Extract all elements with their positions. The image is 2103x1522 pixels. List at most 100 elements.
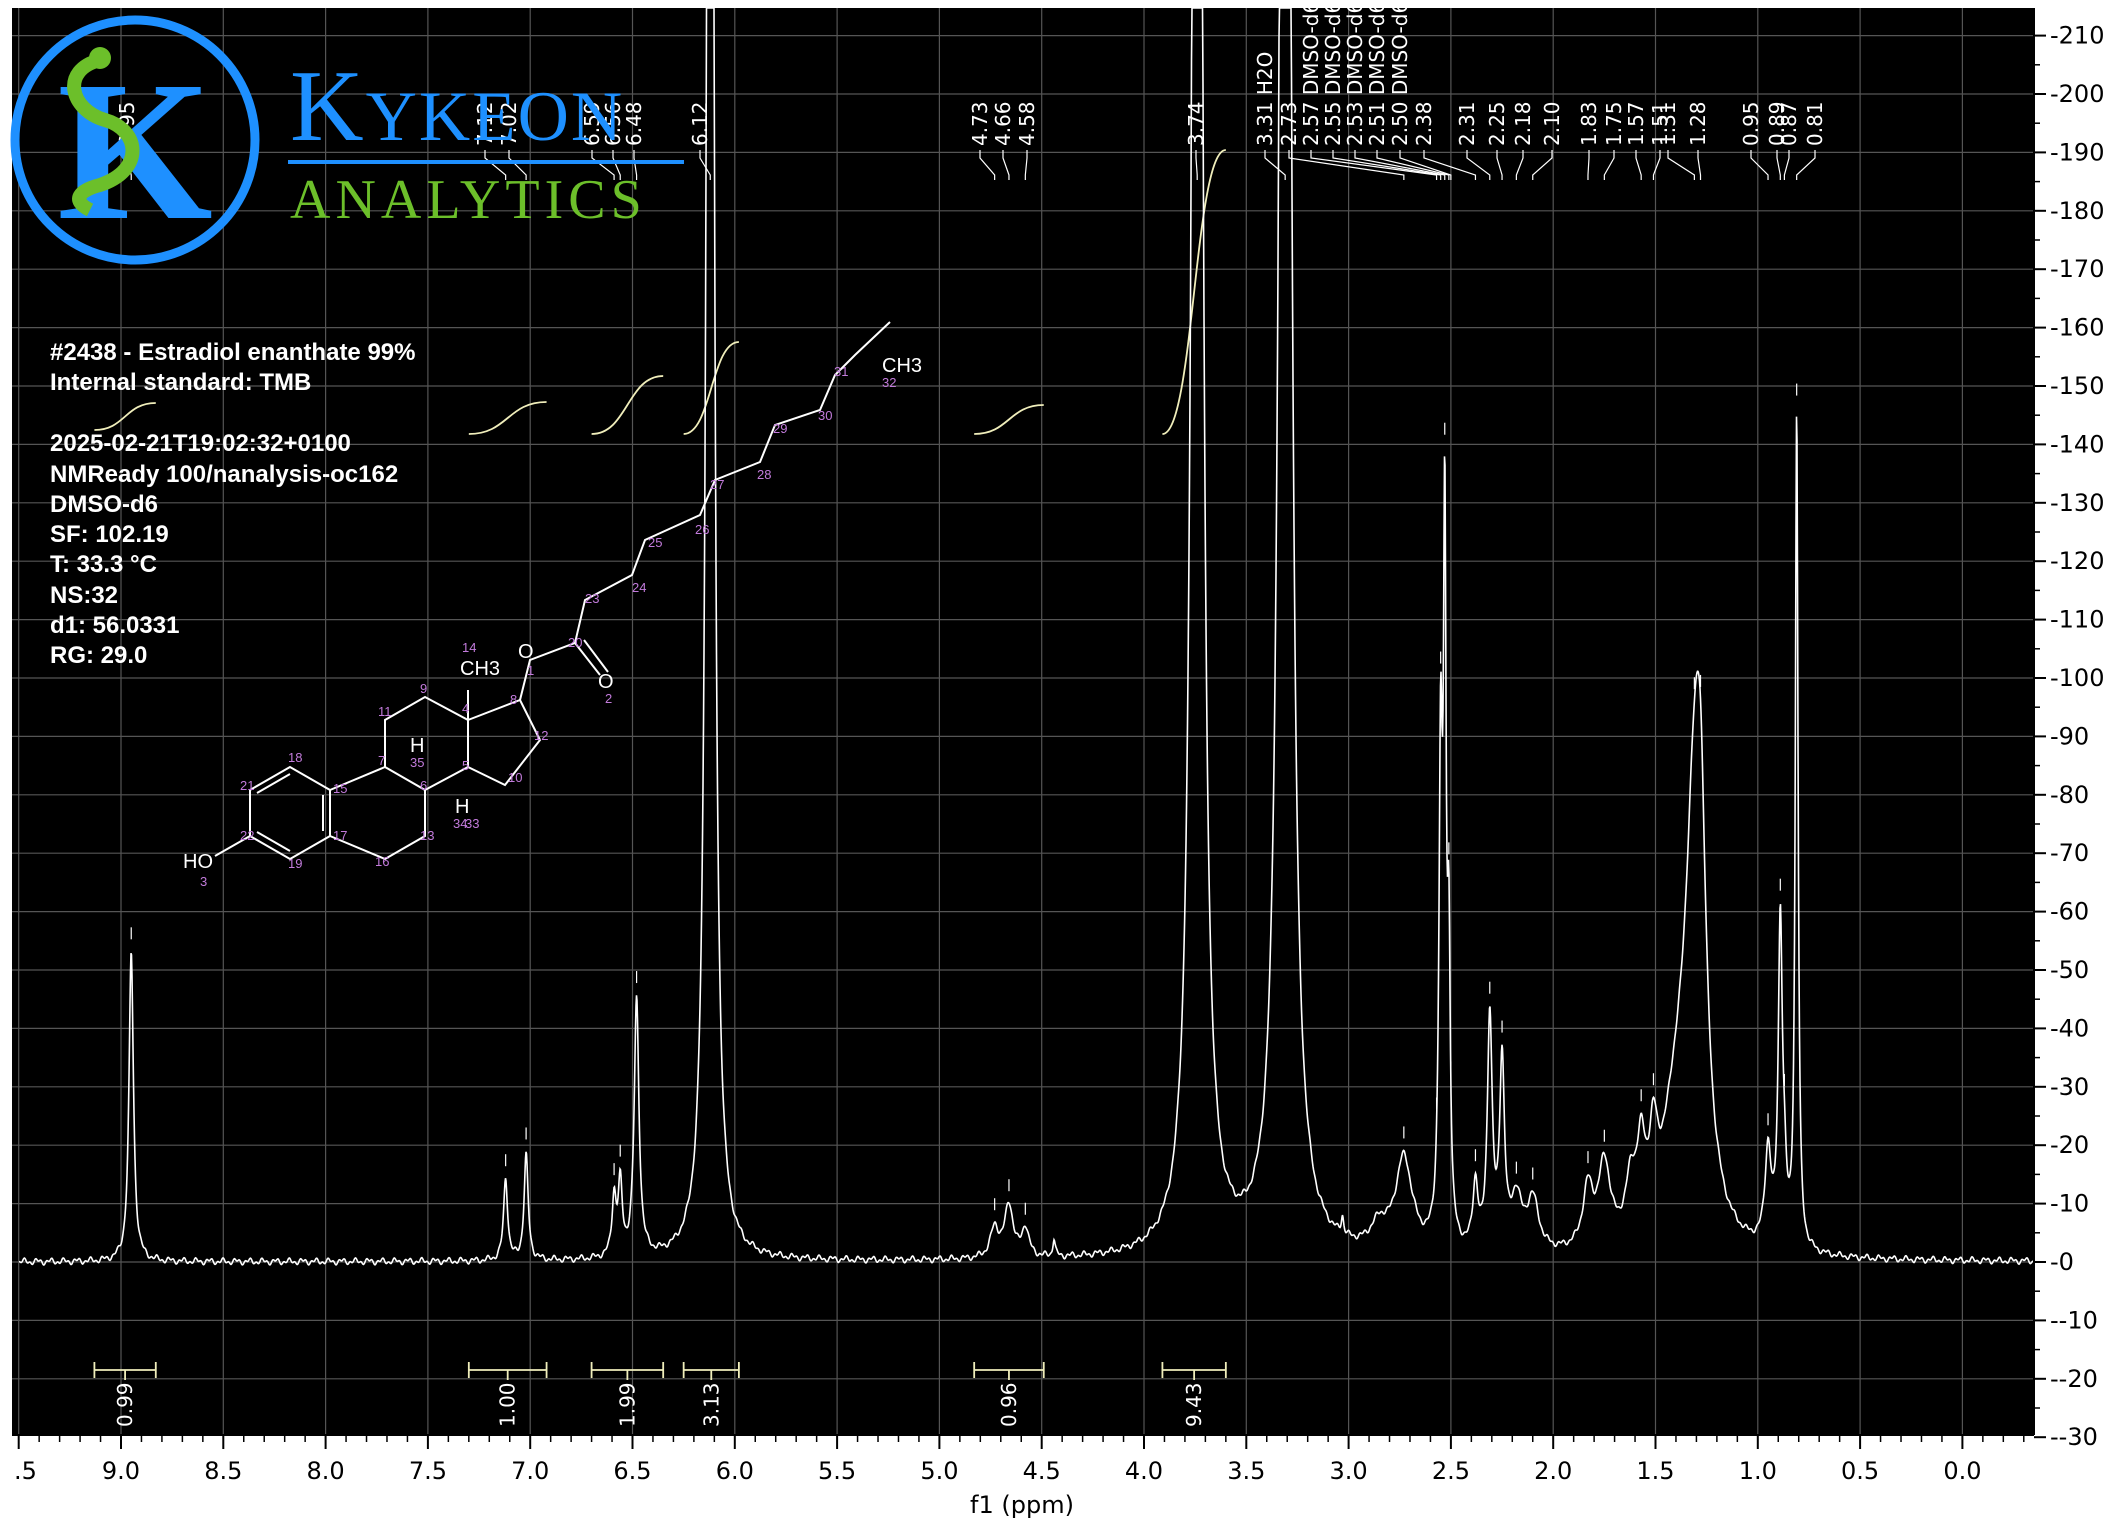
peak-label: 6.56 xyxy=(601,101,625,146)
y-tick-label: -130 xyxy=(2050,489,2103,517)
peak-label: 1.83 xyxy=(1577,101,1601,146)
receiver-gain: RG: 29.0 xyxy=(50,642,147,669)
x-tick-label: 0.5 xyxy=(1841,1457,1879,1485)
brand-bottom: Analytics xyxy=(290,169,647,231)
peak-label: 2.73 xyxy=(1277,101,1301,146)
peak-label-connector xyxy=(1310,150,1438,180)
atom-number: 21 xyxy=(240,778,254,793)
peak-label: 0.81 xyxy=(1803,101,1827,146)
peak-label: 6.12 xyxy=(688,101,712,146)
atom-number: 34 xyxy=(453,816,467,831)
atom-number: 30 xyxy=(818,408,832,423)
peak-label-connector xyxy=(1466,150,1491,180)
sample-info: #2438 - Estradiol enanthate 99% Internal… xyxy=(50,339,415,669)
peak-label-connector xyxy=(699,150,711,180)
y-tick-label: -170 xyxy=(2050,255,2103,283)
peak-label-connector xyxy=(1532,150,1553,180)
x-tick-label: 4.5 xyxy=(1023,1457,1061,1485)
temperature: T: 33.3 °C xyxy=(50,551,157,578)
peak-label-connector xyxy=(1195,150,1198,180)
y-tick-label: --20 xyxy=(2050,1365,2098,1393)
brand-top: Kykeon xyxy=(290,50,624,163)
integral-curve xyxy=(974,404,1044,435)
integral-curve xyxy=(683,341,740,435)
atom-h1: H xyxy=(410,735,424,757)
x-tick-label: 4.0 xyxy=(1125,1457,1163,1485)
molecule-labels: O O HO H H CH3 CH3 1 2 3 4 5 6 7 8 9 10 … xyxy=(183,355,922,889)
peak-label-connector xyxy=(1264,150,1286,180)
atom-ho: HO xyxy=(183,851,213,873)
x-tick-label: 7.0 xyxy=(511,1457,549,1485)
y-tick-label: -140 xyxy=(2050,430,2103,458)
plot-area xyxy=(12,8,2034,1435)
peak-label: 0.87 xyxy=(1777,101,1801,146)
peak-label: 1.57 xyxy=(1624,101,1648,146)
spectrometer-frequency: SF: 102.19 xyxy=(50,521,169,548)
atom-h2: H xyxy=(455,796,469,818)
x-tick-label: 8.5 xyxy=(204,1457,242,1485)
peak-label-connector xyxy=(1776,150,1781,180)
relaxation-delay: d1: 56.0331 xyxy=(50,612,179,639)
atom-number: 18 xyxy=(288,750,302,765)
acquisition-datetime: 2025-02-21T19:02:32+0100 xyxy=(50,430,351,457)
integral-value: 0.99 xyxy=(113,1382,137,1427)
peak-label-connector xyxy=(979,150,996,180)
integral-value: 1.00 xyxy=(496,1382,520,1427)
y-tick-label: -160 xyxy=(2050,314,2103,342)
integral-curve xyxy=(1162,149,1227,435)
ring-b xyxy=(329,765,426,861)
peak-label: 4.73 xyxy=(968,101,992,146)
snake-head-icon xyxy=(89,47,111,69)
atom-number: 4 xyxy=(462,701,469,716)
peak-label-connector xyxy=(1024,150,1028,180)
internal-standard: Internal standard: TMB xyxy=(50,369,311,396)
x-tick-label: 6.0 xyxy=(716,1457,754,1485)
peak-label: 7.02 xyxy=(497,101,521,146)
y-tick-label: --10 xyxy=(2050,1306,2098,1334)
y-tick-label: -120 xyxy=(2050,547,2103,575)
y-tick-label: -150 xyxy=(2050,372,2103,400)
integral-value: 1.99 xyxy=(615,1382,639,1427)
atom-number: 20 xyxy=(568,635,582,650)
peak-label: 2.31 xyxy=(1455,101,1479,146)
logo-ring xyxy=(10,15,260,265)
peak-label: 2.18 xyxy=(1511,101,1535,146)
y-tick-label: -10 xyxy=(2050,1190,2089,1218)
y-tick-label: -200 xyxy=(2050,80,2103,108)
x-tick-label: 2.0 xyxy=(1534,1457,1572,1485)
peak-label: 1.75 xyxy=(1602,101,1626,146)
x-tick-label: 3.5 xyxy=(1227,1457,1265,1485)
y-axis-ticks: -210 -200 -190 -180 -170 -160 -150 -140 -130 -120… xyxy=(2034,22,2103,1451)
atom-o2: O xyxy=(598,671,614,693)
peak-label: 0.89 xyxy=(1765,101,1789,146)
peak-label-connector xyxy=(1399,150,1452,180)
integral-brackets: 0.99 1.00 1.99 3.13 0.96 9.43 xyxy=(93,1362,1227,1427)
atom-number: 2 xyxy=(605,691,612,706)
peak-label: 2.57 DMSO-d6 xyxy=(1299,1,1323,146)
integral-curves xyxy=(94,149,1227,435)
peak-label: 1.28 xyxy=(1686,101,1710,146)
y-tick-label: -20 xyxy=(2050,1131,2089,1159)
atom-ch3-ring: CH3 xyxy=(460,658,500,680)
peak-markers xyxy=(130,383,1798,1215)
atom-number: 31 xyxy=(834,364,848,379)
peak-label-connector xyxy=(633,150,638,180)
peak-label-connector xyxy=(1603,150,1615,180)
atom-number: 13 xyxy=(420,828,434,843)
x-tick-label: 1.5 xyxy=(1636,1457,1674,1485)
peak-label: 2.51 DMSO-d6 xyxy=(1365,1,1389,146)
peak-label-connector xyxy=(591,150,615,180)
atom-number: 22 xyxy=(240,828,254,843)
y-tick-label: -70 xyxy=(2050,839,2089,867)
atom-number: 17 xyxy=(333,828,347,843)
x-tick-label: 1.0 xyxy=(1739,1457,1777,1485)
number-of-scans: NS:32 xyxy=(50,582,118,609)
atom-number: 14 xyxy=(462,640,476,655)
integral-bracket xyxy=(590,1362,665,1380)
peak-label-connector xyxy=(1496,150,1503,180)
peak-label-connector xyxy=(1652,150,1661,180)
grid xyxy=(12,8,2034,1435)
integral-curve xyxy=(94,402,156,431)
integral-curve xyxy=(468,401,547,435)
peak-label-connector xyxy=(1750,150,1769,180)
